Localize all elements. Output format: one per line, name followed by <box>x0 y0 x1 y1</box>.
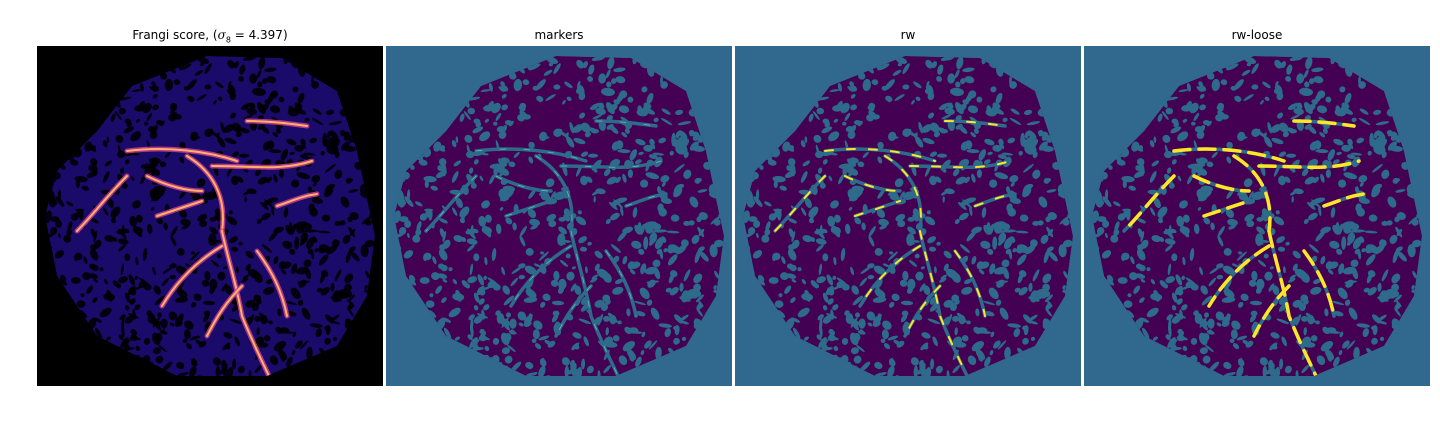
frangi-score-canvas <box>37 46 383 386</box>
markers-canvas <box>386 46 732 386</box>
rw-loose-canvas <box>1084 46 1430 386</box>
panel-title-markers: markers <box>534 28 584 42</box>
rw-canvas <box>735 46 1081 386</box>
rw-image <box>735 46 1081 386</box>
tissue-region <box>394 56 724 376</box>
panel-title-frangi: Frangi score, (σ8 = 4.397) <box>132 28 288 45</box>
panel-title-rw: rw <box>900 28 916 42</box>
frangi-score-image <box>37 46 383 386</box>
rw-loose-image <box>1084 46 1430 386</box>
panel-title-rw-loose: rw-loose <box>1231 28 1283 42</box>
markers-image <box>386 46 732 386</box>
